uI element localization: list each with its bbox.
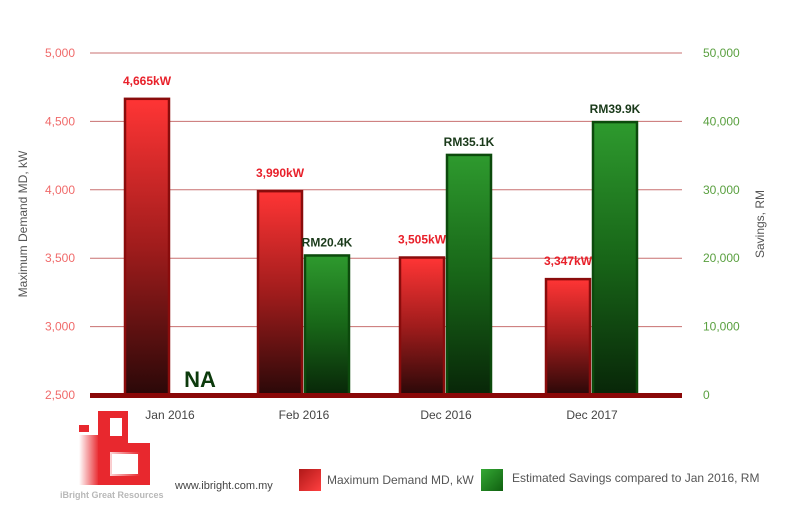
y-right-tick-label: 0 — [703, 388, 710, 402]
y-right-tick-label: 10,000 — [703, 320, 740, 334]
y-tick-label: 3,500 — [45, 251, 75, 265]
y-axis-right-label: Savings, RM — [753, 190, 767, 258]
y-right-tick-label: 30,000 — [703, 183, 740, 197]
data-label-demand: 4,665kW — [123, 74, 172, 88]
legend-label-savings: Estimated Savings compared to Jan 2016, … — [512, 471, 759, 485]
legend-swatch-demand — [299, 469, 321, 491]
x-tick-label: Dec 2016 — [420, 408, 472, 422]
x-axis-baseline — [90, 393, 682, 398]
x-tick-label: Jan 2016 — [145, 408, 195, 422]
data-label-demand: 3,505kW — [398, 233, 447, 247]
data-label-demand: 3,990kW — [256, 166, 305, 180]
bar-demand — [398, 256, 446, 397]
y-tick-label: 4,000 — [45, 183, 75, 197]
y-right-tick-label: 50,000 — [703, 46, 740, 60]
y-axis-label: Maximum Demand MD, kW — [16, 150, 30, 297]
bar-savings — [303, 254, 351, 397]
brand-name: iBright Great Resources — [60, 490, 164, 500]
logo — [79, 411, 150, 485]
data-label-savings: RM35.1K — [444, 135, 495, 149]
bar-demand — [256, 189, 304, 397]
bar-savings — [591, 120, 639, 397]
x-tick-label: Dec 2017 — [566, 408, 618, 422]
website: www.ibright.com.my — [174, 480, 273, 492]
data-label-demand: 3,347kW — [544, 254, 593, 268]
bar-savings — [445, 153, 493, 397]
data-label-na: NA — [184, 367, 216, 392]
bar-demand — [544, 277, 592, 397]
bar-demand — [123, 97, 171, 397]
x-tick-label: Feb 2016 — [279, 408, 330, 422]
y-tick-label: 2,500 — [45, 388, 75, 402]
y-tick-label: 5,000 — [45, 46, 75, 60]
data-label-savings: RM20.4K — [302, 235, 353, 249]
legend-label-demand: Maximum Demand MD, kW — [327, 473, 474, 487]
y-right-tick-label: 20,000 — [703, 251, 740, 265]
legend-swatch-savings — [481, 469, 503, 491]
y-tick-label: 3,000 — [45, 320, 75, 334]
y-tick-label: 4,500 — [45, 114, 75, 128]
data-label-savings: RM39.9K — [590, 102, 641, 116]
y-right-tick-label: 40,000 — [703, 114, 740, 128]
